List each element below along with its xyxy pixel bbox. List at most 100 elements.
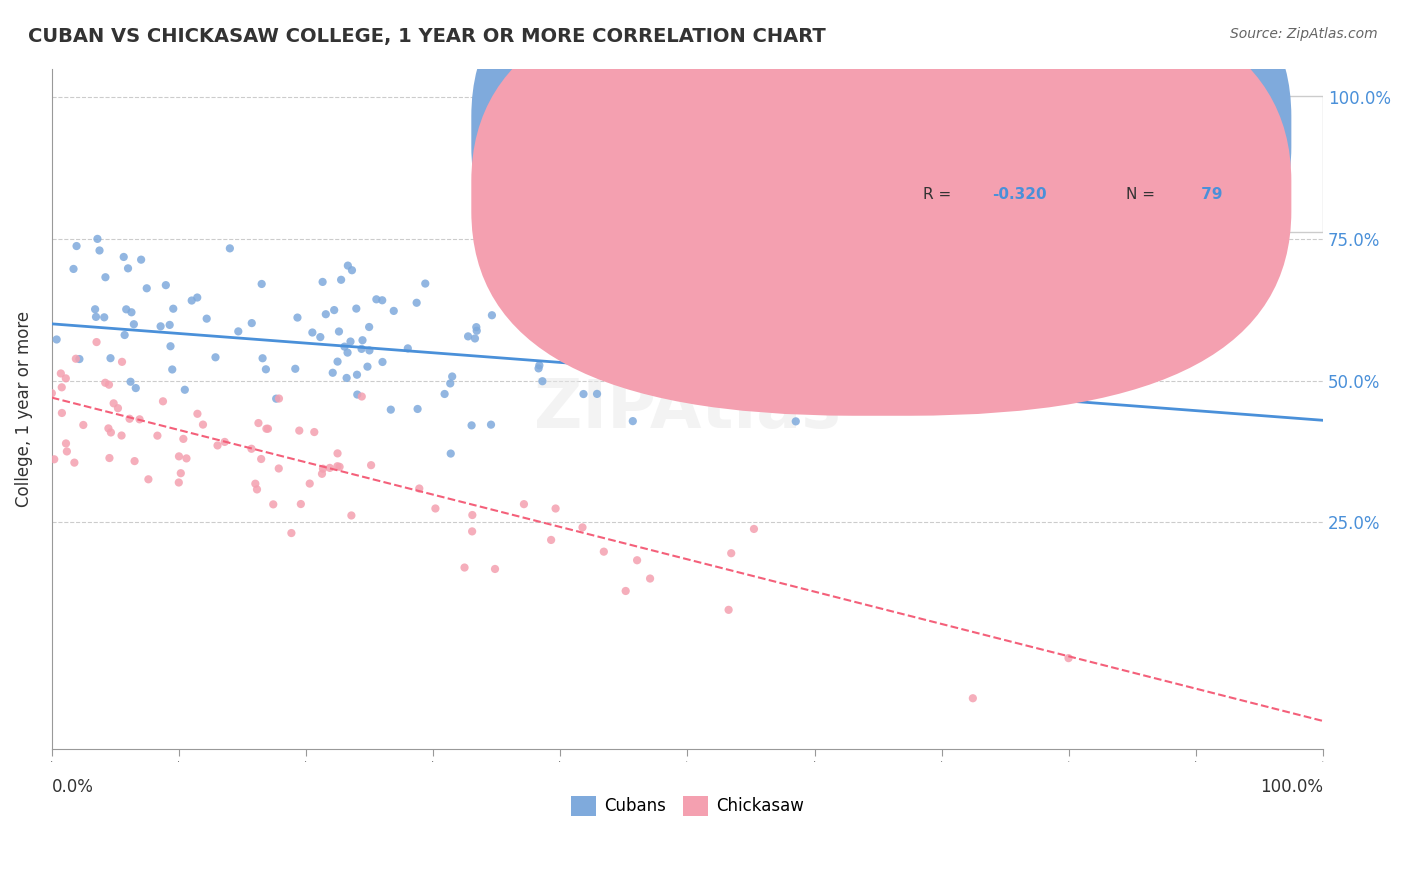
Point: [544, 501, 567, 516]
Text: 100.0%: 100.0%: [1260, 778, 1323, 796]
Point: [441, 369, 464, 384]
Point: [572, 387, 595, 401]
Point: [319, 461, 342, 475]
Point: [818, 360, 841, 375]
Point: [330, 273, 353, 287]
Point: [440, 446, 463, 460]
Point: [94, 270, 117, 285]
Point: [152, 394, 174, 409]
Point: [540, 533, 562, 547]
Point: [250, 452, 273, 467]
Point: [529, 359, 551, 373]
Point: [128, 412, 150, 426]
Point: [820, 353, 842, 368]
Point: [457, 329, 479, 343]
Point: [180, 293, 202, 308]
Point: [465, 320, 488, 334]
Point: [159, 318, 181, 332]
Point: [288, 424, 311, 438]
Text: R =: R =: [922, 187, 956, 202]
Point: [413, 277, 436, 291]
Point: [49, 367, 72, 381]
Point: [396, 342, 419, 356]
Point: [720, 546, 742, 560]
Point: [284, 361, 307, 376]
Point: [86, 232, 108, 246]
Point: [346, 368, 368, 382]
Point: [356, 359, 378, 374]
Point: [813, 363, 835, 377]
Point: [257, 422, 280, 436]
Point: [290, 497, 312, 511]
Point: [115, 302, 138, 317]
FancyBboxPatch shape: [471, 0, 1291, 416]
Point: [516, 308, 538, 322]
Point: [380, 402, 402, 417]
Point: [162, 301, 184, 316]
Text: 0.0%: 0.0%: [52, 778, 94, 796]
Text: CUBAN VS CHICKASAW COLLEGE, 1 YEAR OR MORE CORRELATION CHART: CUBAN VS CHICKASAW COLLEGE, 1 YEAR OR MO…: [28, 27, 825, 45]
Point: [226, 325, 249, 339]
Point: [524, 247, 547, 261]
Point: [425, 501, 447, 516]
Point: [254, 422, 277, 436]
Point: [336, 345, 359, 359]
Point: [124, 454, 146, 468]
Point: [322, 366, 344, 380]
Point: [408, 482, 430, 496]
Point: [120, 375, 142, 389]
Point: [786, 324, 808, 338]
Point: [72, 417, 94, 432]
Point: [117, 261, 139, 276]
Point: [352, 333, 374, 347]
Point: [579, 258, 602, 272]
Point: [323, 303, 346, 318]
Point: [162, 362, 184, 376]
Point: [118, 411, 141, 425]
Point: [346, 387, 368, 401]
Point: [167, 475, 190, 490]
Point: [312, 461, 335, 475]
Point: [453, 560, 475, 574]
FancyBboxPatch shape: [827, 95, 1323, 232]
Point: [207, 438, 229, 452]
Point: [326, 459, 349, 474]
Point: [776, 374, 799, 388]
Point: [155, 278, 177, 293]
Point: [112, 250, 135, 264]
Point: [638, 572, 661, 586]
Point: [138, 472, 160, 486]
Point: [93, 310, 115, 325]
Point: [172, 432, 194, 446]
Point: [146, 428, 169, 442]
Point: [94, 376, 117, 390]
Point: [546, 303, 568, 318]
Text: R =: R =: [922, 122, 956, 137]
Point: [742, 522, 765, 536]
Point: [614, 584, 637, 599]
Point: [461, 524, 484, 539]
Point: [717, 603, 740, 617]
Point: [98, 450, 121, 465]
Point: [84, 310, 107, 324]
Point: [586, 387, 609, 401]
Point: [962, 691, 984, 706]
Point: [245, 476, 267, 491]
Point: [763, 342, 786, 356]
Text: -0.320: -0.320: [993, 187, 1047, 202]
Point: [439, 376, 461, 391]
Point: [65, 351, 87, 366]
Point: [574, 329, 596, 343]
Point: [326, 446, 349, 460]
Point: [254, 362, 277, 376]
Point: [340, 508, 363, 523]
Point: [41, 386, 63, 401]
Point: [371, 293, 394, 308]
Point: [326, 354, 349, 368]
Point: [340, 263, 363, 277]
Point: [149, 319, 172, 334]
Text: N =: N =: [1126, 122, 1160, 137]
Point: [56, 444, 79, 458]
Point: [191, 417, 214, 432]
Point: [621, 414, 644, 428]
